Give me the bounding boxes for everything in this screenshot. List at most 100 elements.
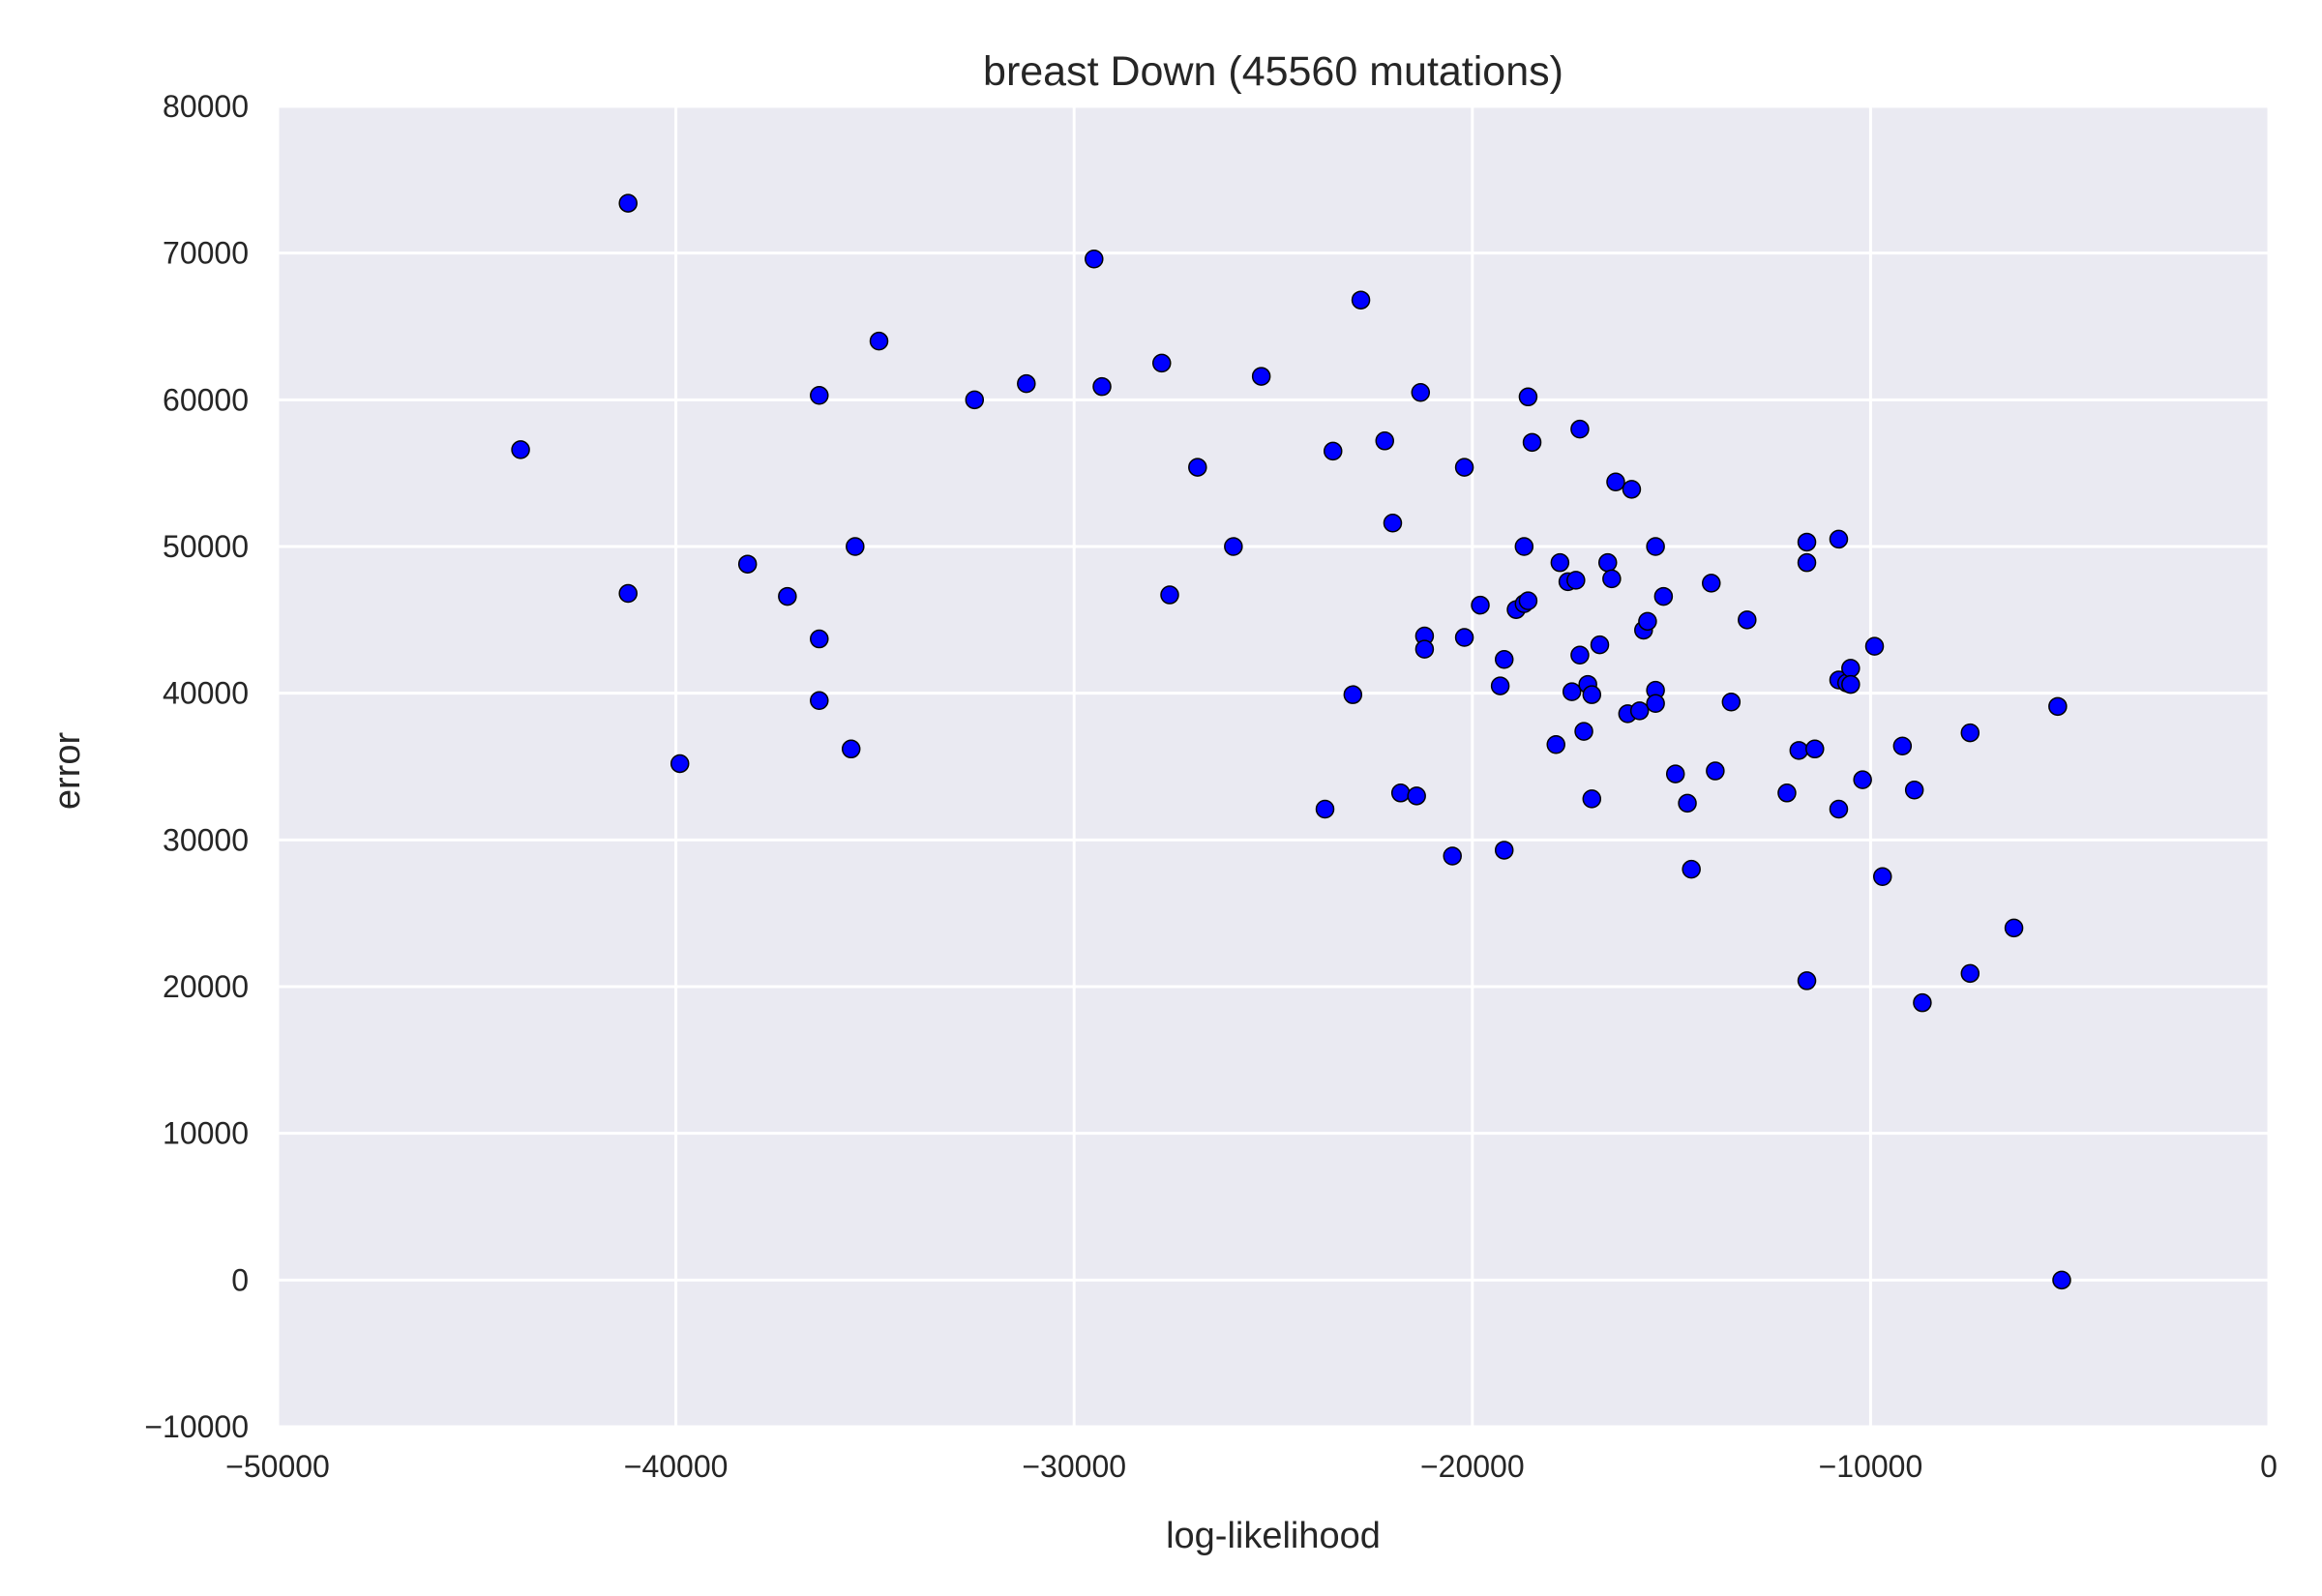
scatter-point: [670, 754, 690, 774]
x-tick-label: −40000: [624, 1449, 729, 1484]
scatter-point: [1454, 458, 1474, 477]
scatter-point: [1702, 574, 1721, 593]
scatter-point: [1546, 735, 1565, 754]
y-tick-label: 40000: [163, 676, 249, 711]
scatter-point: [1160, 585, 1179, 605]
scatter-point: [1706, 761, 1725, 781]
scatter-point: [1738, 610, 1757, 630]
y-axis-title: error: [47, 732, 88, 811]
y-tick-label: 20000: [163, 969, 249, 1004]
scatter-point: [1913, 992, 1932, 1013]
scatter-point: [1188, 458, 1207, 477]
scatter-point: [1550, 552, 1570, 573]
scatter-point: [810, 386, 829, 405]
scatter-point: [1251, 367, 1271, 386]
scatter-point: [841, 739, 861, 759]
scatter-point: [1841, 659, 1861, 678]
scatter-point: [1653, 586, 1674, 606]
scatter-point: [1629, 701, 1650, 721]
scatter-point: [1570, 645, 1590, 665]
x-tick-label: −10000: [1819, 1449, 1923, 1484]
scatter-point: [1443, 846, 1462, 866]
scatter-point: [1471, 595, 1490, 615]
scatter-point: [1315, 799, 1335, 819]
scatter-point: [778, 586, 797, 606]
scatter-point: [1522, 432, 1542, 453]
scatter-point: [1606, 472, 1625, 492]
scatter-point: [1829, 799, 1849, 819]
y-tick-label: 0: [231, 1262, 249, 1297]
scatter-point: [810, 629, 829, 649]
scatter-point: [1152, 353, 1172, 373]
scatter-point: [1224, 537, 1243, 556]
scatter-point: [1570, 419, 1590, 439]
scatter-point: [869, 331, 889, 351]
x-axis-title: log-likelihood: [1166, 1516, 1381, 1556]
scatter-point: [1343, 685, 1363, 704]
scatter-point: [1518, 591, 1538, 610]
scatter-point: [1960, 723, 1980, 743]
scatter-point: [1853, 770, 1872, 789]
scatter-point: [1682, 859, 1701, 879]
x-tick-labels: −50000 −40000 −30000 −20000 −10000 0: [225, 1449, 2277, 1484]
scatter-point: [1777, 783, 1797, 803]
scatter-point: [1805, 739, 1825, 759]
chart-title: breast Down (45560 mutations): [983, 48, 1563, 95]
scatter-point: [965, 390, 985, 410]
scatter-point: [1904, 781, 1924, 800]
scatter-point: [1960, 963, 1980, 984]
scatter-point: [1383, 513, 1403, 533]
scatter-point: [1566, 571, 1586, 590]
y-tick-labels: −10000 0 10000 20000 30000 40000 50000 60000 700…: [144, 89, 249, 1444]
scatter-point: [1017, 373, 1036, 394]
scatter-point: [618, 193, 638, 213]
scatter-point: [1375, 431, 1394, 451]
x-tick-label: −30000: [1022, 1449, 1126, 1484]
scatter-point: [1841, 674, 1861, 695]
scatter-point: [1872, 867, 1892, 886]
scatter-point: [1582, 789, 1602, 809]
scatter-point: [1597, 552, 1618, 573]
scatter-point: [1789, 741, 1809, 760]
scatter-point: [1602, 569, 1622, 589]
scatter-point: [1797, 532, 1817, 552]
y-tick-label: 50000: [163, 529, 249, 564]
data-points: [511, 193, 2071, 1290]
scatter-point: [1407, 786, 1426, 806]
scatter-point: [810, 691, 829, 710]
scatter-point: [1414, 639, 1435, 659]
scatter-point: [1562, 682, 1582, 701]
y-tick-label: 30000: [163, 822, 249, 857]
scatter-point: [1646, 537, 1665, 556]
scatter-point: [1638, 611, 1657, 632]
scatter-point: [2048, 696, 2068, 717]
scatter-point: [1514, 537, 1534, 556]
scatter-point: [1622, 480, 1642, 499]
scatter-point: [1665, 764, 1685, 783]
x-tick-label: −50000: [225, 1449, 330, 1484]
scatter-point: [1518, 387, 1538, 407]
y-tick-label: 60000: [163, 382, 249, 417]
scatter-point: [1678, 793, 1697, 813]
y-tick-label: 10000: [163, 1116, 249, 1151]
scatter-point: [1390, 783, 1411, 803]
grid-lines: [276, 104, 2271, 1429]
scatter-point: [1092, 376, 1112, 397]
scatter-point: [1829, 529, 1849, 549]
scatter-point: [1892, 736, 1913, 756]
scatter-point: [1574, 722, 1593, 741]
scatter-point: [618, 583, 638, 604]
scatter-point: [1085, 249, 1104, 269]
plot-background: [278, 106, 2269, 1427]
scatter-point: [1797, 552, 1817, 573]
scatter-point: [1864, 636, 1885, 656]
scatter-point: [1411, 383, 1431, 402]
scatter-point: [1323, 441, 1343, 461]
scatter-point: [1351, 290, 1371, 310]
scatter-point: [2004, 918, 2024, 938]
x-tick-label: 0: [2260, 1449, 2277, 1484]
scatter-point: [846, 537, 865, 556]
scatter-point: [1721, 693, 1742, 712]
scatter-point: [1494, 650, 1514, 669]
